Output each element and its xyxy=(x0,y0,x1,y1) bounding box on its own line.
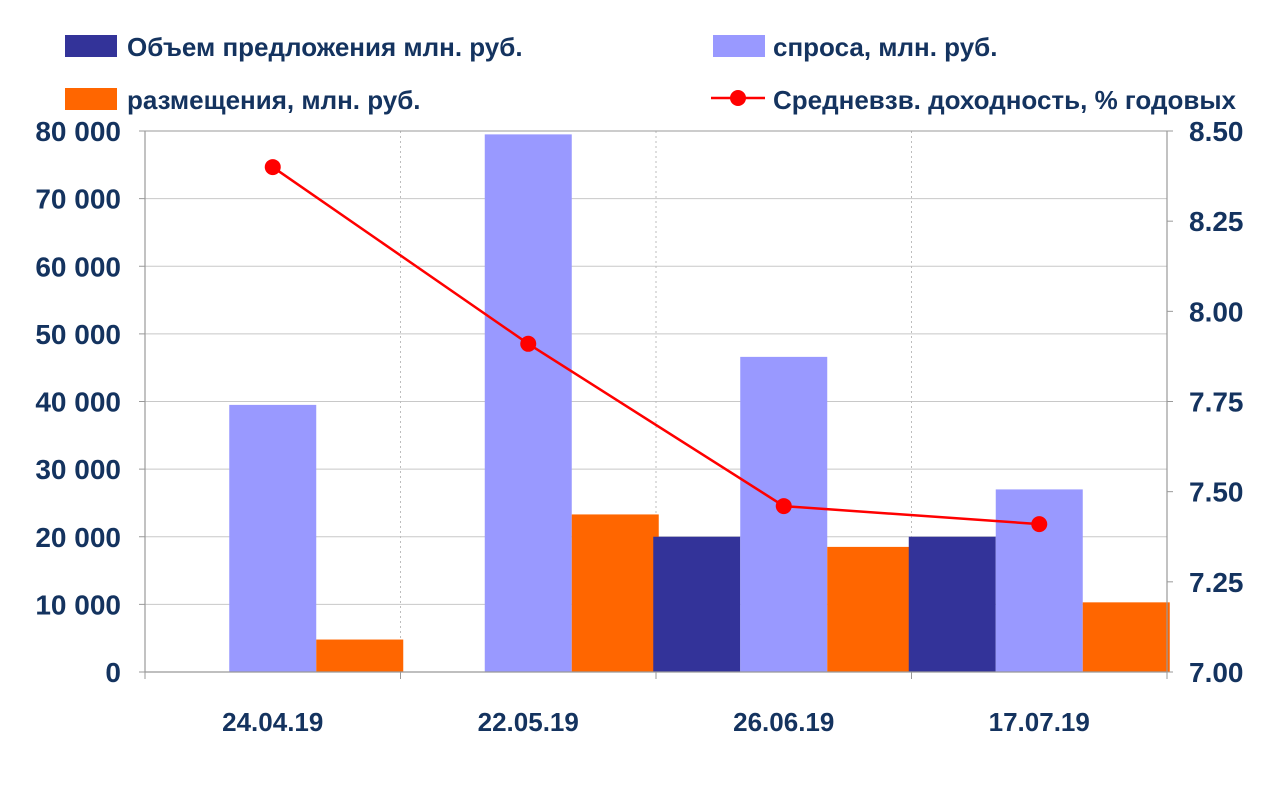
legend-swatch-offer xyxy=(65,35,117,57)
x-tick-label: 26.06.19 xyxy=(733,707,834,737)
y-tick-label: 30 000 xyxy=(35,454,121,485)
legend-label-offer: Объем предложения млн. руб. xyxy=(127,32,523,62)
bar-placement xyxy=(571,514,659,672)
x-tick-label: 22.05.19 xyxy=(478,707,579,737)
legend-label-yield: Средневзв. доходность, % годовых xyxy=(773,85,1237,115)
bars xyxy=(229,134,1170,673)
legend-item-demand: спроса, млн. руб. xyxy=(713,32,997,62)
y-tick-label: 20 000 xyxy=(35,522,121,553)
bar-demand xyxy=(740,356,828,672)
legend-marker-yield xyxy=(730,90,746,106)
y-tick-label: 0 xyxy=(105,657,121,688)
yield-polyline xyxy=(272,166,1040,526)
y2-tick-label: 8.25 xyxy=(1189,206,1244,237)
legend-label-placement: размещения, млн. руб. xyxy=(127,85,421,115)
yield-point xyxy=(1031,516,1048,533)
y-tick-label: 40 000 xyxy=(35,387,121,418)
y2-tick-label: 7.75 xyxy=(1189,387,1244,418)
legend-item-placement: размещения, млн. руб. xyxy=(65,85,421,115)
y2-tick-label: 8.50 xyxy=(1189,116,1244,147)
y2-tick-label: 7.50 xyxy=(1189,477,1244,508)
y2-tick-label: 7.00 xyxy=(1189,657,1244,688)
y-tick-label: 70 000 xyxy=(35,184,121,215)
bar-placement xyxy=(827,546,915,672)
bar-demand xyxy=(484,134,572,673)
legend-label-demand: спроса, млн. руб. xyxy=(773,32,997,62)
y-tick-label: 60 000 xyxy=(35,251,121,282)
legend-swatch-demand xyxy=(713,35,765,57)
tick-labels: 0 10 000 20 000 30 000 40 000 50 000 60 000 70 … xyxy=(35,116,1243,737)
legend-swatch-placement xyxy=(65,88,117,110)
x-tick-label: 24.04.19 xyxy=(222,707,323,737)
yield-line xyxy=(264,159,1048,533)
bar-offer xyxy=(908,536,996,672)
bar-placement xyxy=(1082,602,1170,672)
legend: Объем предложения млн. руб. спроса, млн.… xyxy=(65,32,1237,115)
yield-point xyxy=(264,159,281,176)
legend-item-offer: Объем предложения млн. руб. xyxy=(65,32,523,62)
yield-point xyxy=(775,498,792,515)
yield-point xyxy=(520,335,537,352)
x-tick-label: 17.07.19 xyxy=(989,707,1090,737)
axes xyxy=(139,130,1173,679)
y-tick-label: 50 000 xyxy=(35,319,121,350)
y-tick-label: 80 000 xyxy=(35,116,121,147)
bar-demand xyxy=(229,404,317,672)
legend-item-yield: Средневзв. доходность, % годовых xyxy=(711,85,1237,115)
bar-placement xyxy=(316,639,404,672)
y2-tick-label: 7.25 xyxy=(1189,567,1244,598)
y-tick-label: 10 000 xyxy=(35,589,121,620)
bar-offer xyxy=(653,536,741,672)
y2-tick-label: 8.00 xyxy=(1189,296,1244,327)
